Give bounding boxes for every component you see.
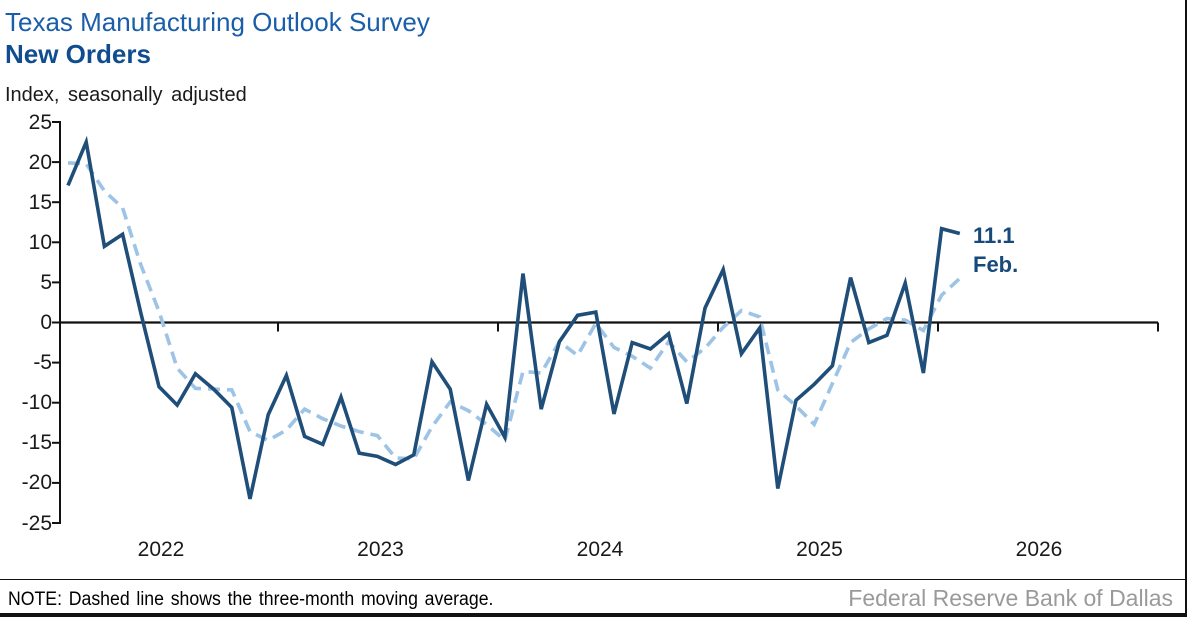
axis-unit-label: Index, seasonally adjusted bbox=[5, 84, 247, 106]
x-axis-year-label: 2024 bbox=[576, 538, 624, 561]
y-axis-tick-label: -15 bbox=[21, 431, 52, 455]
y-axis-tick-label: 0 bbox=[40, 311, 52, 334]
y-axis-tick-label: -20 bbox=[21, 471, 52, 495]
y-axis-tick-label: 15 bbox=[28, 190, 52, 214]
monthly-series-line bbox=[66, 135, 961, 500]
y-axis-tick-label: 20 bbox=[28, 150, 52, 174]
x-axis-year-label: 2022 bbox=[137, 538, 185, 561]
latest-value: 11.1 bbox=[973, 223, 1015, 248]
x-axis-year-label: 2025 bbox=[796, 538, 843, 561]
y-axis-tick-label: 5 bbox=[40, 270, 52, 294]
y-axis-tick-label: 25 bbox=[28, 110, 52, 134]
footnote: NOTE: Dashed line shows the three-month … bbox=[8, 589, 494, 610]
y-axis-tick-label: 10 bbox=[28, 230, 52, 254]
y-axis-tick-label: -10 bbox=[21, 391, 52, 415]
y-axis-tick-label: -5 bbox=[33, 351, 52, 375]
y-axis-tick-label: -25 bbox=[21, 511, 52, 535]
chart-title: Texas Manufacturing Outlook Survey bbox=[5, 7, 430, 37]
x-axis-year-label: 2023 bbox=[357, 538, 404, 561]
source-attribution: Federal Reserve Bank of Dallas bbox=[848, 585, 1173, 611]
moving-average-line bbox=[67, 161, 962, 461]
latest-month: Feb. bbox=[973, 252, 1019, 277]
chart-subtitle: New Orders bbox=[5, 39, 151, 69]
x-axis-year-label: 2026 bbox=[1015, 538, 1063, 561]
latest-value-annotation: 11.1 Feb. bbox=[973, 221, 1018, 279]
footer-strip: NOTE: Dashed line shows the three-month … bbox=[0, 579, 1185, 613]
